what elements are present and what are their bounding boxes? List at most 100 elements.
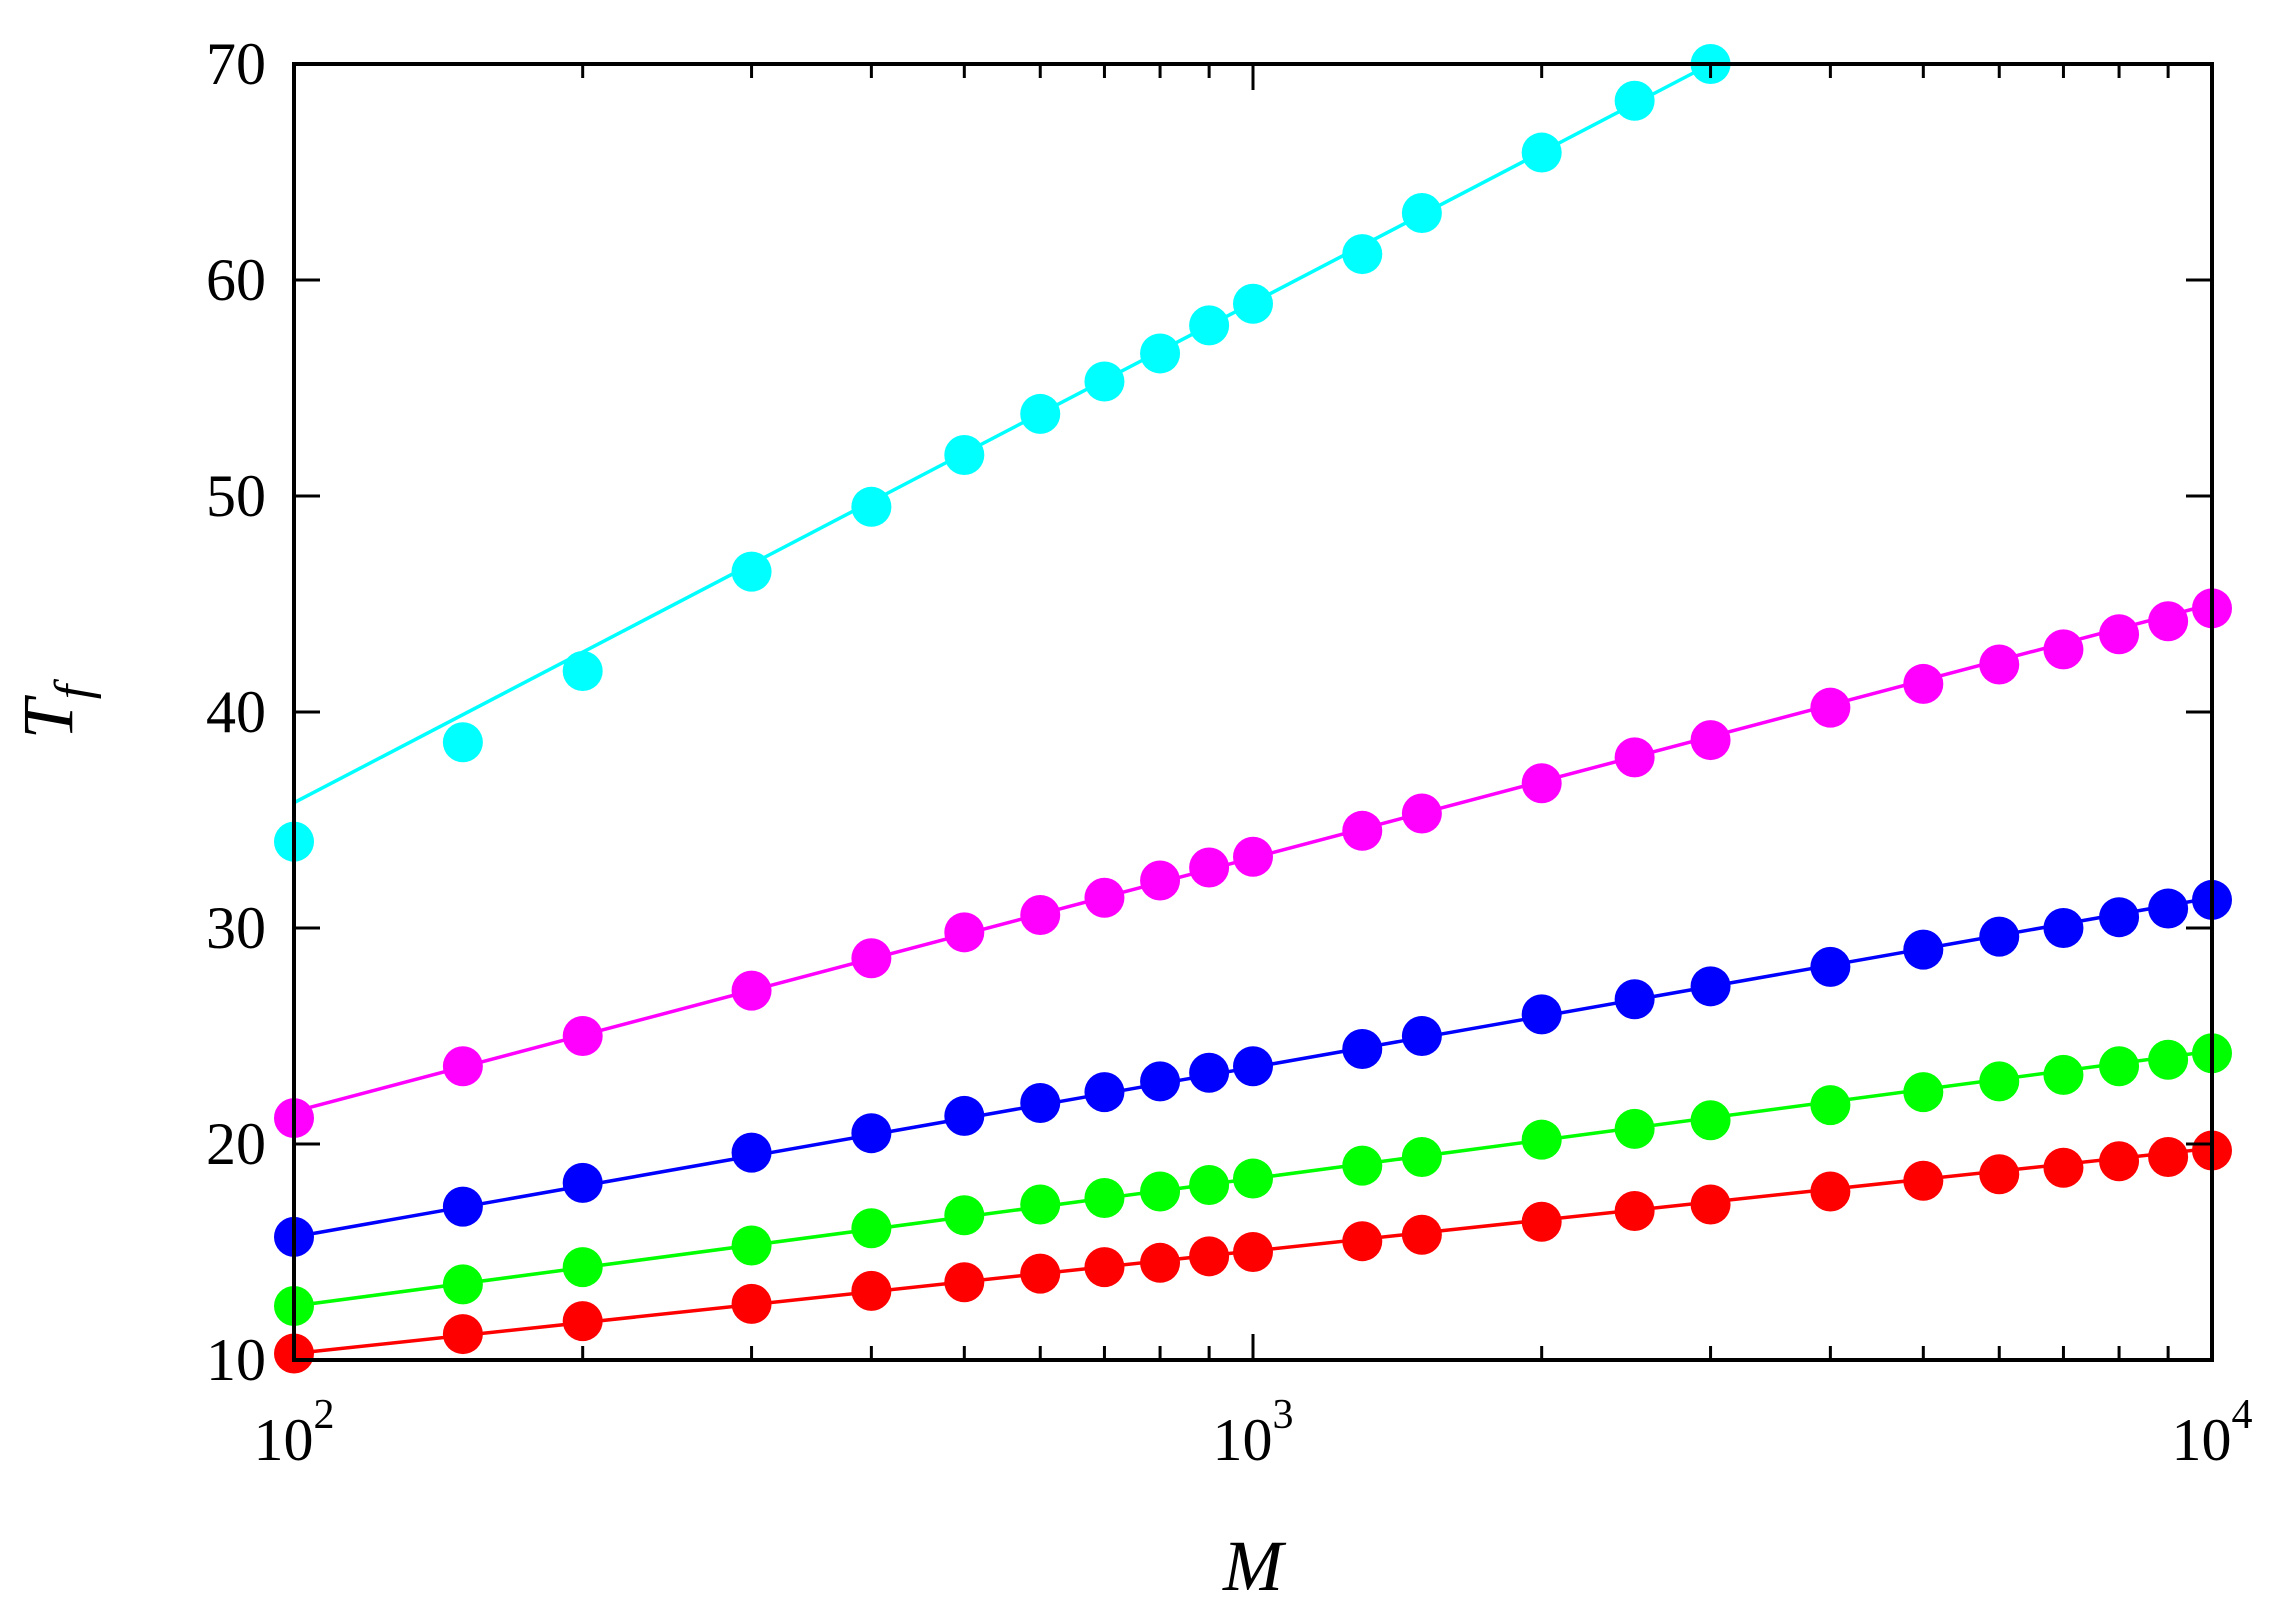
data-point-magenta	[1233, 836, 1273, 877]
data-point-blue	[1233, 1046, 1273, 1087]
data-point-red	[944, 1262, 985, 1303]
data-point-red	[1401, 1214, 1442, 1255]
data-point-blue	[442, 1186, 483, 1227]
data-point-red	[1614, 1190, 1655, 1231]
series-magenta	[274, 588, 2232, 1139]
data-point-blue	[1401, 1016, 1442, 1056]
x-axis-title: M	[1222, 1526, 1287, 1606]
data-point-red	[2043, 1147, 2084, 1188]
data-point-cyan	[1140, 333, 1181, 374]
data-point-magenta	[2099, 614, 2140, 655]
data-point-cyan	[1233, 283, 1273, 324]
data-point-blue	[1979, 916, 2020, 957]
data-point-green	[2099, 1046, 2140, 1087]
y-tick-label: 20	[206, 1111, 266, 1177]
series-layer	[274, 44, 2232, 1374]
data-point-magenta	[1084, 877, 1125, 918]
data-point-cyan	[1521, 132, 1562, 173]
data-point-green	[1342, 1145, 1383, 1186]
data-point-green	[944, 1195, 985, 1236]
data-point-cyan	[562, 650, 603, 691]
series-blue	[274, 879, 2232, 1257]
x-tick-label-exponent: 2	[314, 1392, 335, 1438]
data-point-green	[1401, 1136, 1442, 1177]
y-axis-title-main: T	[8, 694, 88, 739]
data-point-red	[851, 1270, 892, 1311]
data-point-blue	[2043, 908, 2084, 948]
x-tick-label: 104	[2172, 1392, 2253, 1473]
data-point-blue	[1084, 1072, 1125, 1113]
data-point-red	[731, 1283, 772, 1324]
data-point-red	[2148, 1136, 2189, 1177]
data-point-magenta	[2148, 601, 2189, 642]
data-point-blue	[1140, 1061, 1181, 1102]
data-point-red	[1084, 1247, 1125, 1288]
series-green	[274, 1033, 2232, 1326]
data-point-cyan	[1084, 361, 1125, 402]
data-point-cyan	[442, 722, 483, 763]
data-point-green	[2043, 1054, 2084, 1095]
data-point-red	[562, 1301, 603, 1342]
data-point-magenta	[442, 1046, 483, 1087]
data-point-blue	[944, 1095, 985, 1136]
data-point-green	[1614, 1108, 1655, 1149]
data-point-cyan	[1020, 393, 1061, 434]
data-point-magenta	[1521, 763, 1562, 804]
data-point-green	[1810, 1085, 1851, 1126]
data-point-blue	[2148, 888, 2189, 929]
data-point-red	[1140, 1242, 1181, 1283]
data-point-magenta	[1020, 895, 1061, 936]
data-point-red	[1342, 1221, 1383, 1262]
data-point-red	[1189, 1236, 1230, 1277]
data-point-magenta	[1903, 663, 1944, 704]
data-point-green	[1979, 1061, 2020, 1102]
data-point-red	[1810, 1171, 1851, 1212]
data-point-magenta	[1140, 860, 1181, 901]
data-point-cyan	[1401, 193, 1442, 234]
data-point-magenta	[1979, 644, 2020, 685]
data-point-blue	[731, 1132, 772, 1173]
x-tick-label-base: 10	[2172, 1407, 2232, 1473]
data-point-magenta	[1189, 847, 1230, 888]
y-tick-label: 60	[206, 247, 266, 313]
data-point-green	[442, 1264, 483, 1305]
data-point-red	[1521, 1201, 1562, 1242]
data-point-magenta	[731, 970, 772, 1011]
data-point-blue	[1690, 966, 1731, 1007]
data-point-green	[1903, 1072, 1944, 1113]
x-tick-label: 103	[1213, 1392, 1294, 1473]
x-tick-label-base: 10	[1213, 1407, 1273, 1473]
data-point-red	[442, 1314, 483, 1355]
data-point-blue	[1521, 994, 1562, 1035]
data-point-blue	[851, 1113, 892, 1154]
data-point-green	[2148, 1039, 2189, 1080]
data-point-magenta	[562, 1016, 603, 1056]
data-point-green	[731, 1225, 772, 1266]
x-tick-label-exponent: 3	[1273, 1392, 1294, 1438]
data-point-red	[1903, 1160, 1944, 1201]
data-point-red	[1979, 1154, 2020, 1195]
series-cyan	[274, 44, 1731, 862]
data-point-blue	[562, 1162, 603, 1203]
data-point-magenta	[1810, 687, 1851, 728]
data-point-green	[1690, 1100, 1731, 1141]
data-point-magenta	[944, 912, 985, 953]
data-point-blue	[1189, 1052, 1230, 1093]
y-tick-label: 70	[206, 31, 266, 97]
y-tick-label: 10	[206, 1327, 266, 1393]
data-point-green	[1084, 1178, 1125, 1218]
data-point-red	[1690, 1184, 1731, 1225]
data-point-cyan	[851, 486, 892, 527]
data-point-cyan	[1189, 305, 1230, 346]
data-point-green	[1020, 1184, 1061, 1225]
data-point-magenta	[2043, 629, 2084, 670]
data-point-cyan	[944, 434, 985, 475]
x-tick-label: 102	[254, 1392, 335, 1473]
y-tick-label: 40	[206, 679, 266, 745]
y-axis-title: Tf	[8, 678, 102, 739]
data-point-magenta	[851, 938, 892, 979]
data-point-magenta	[1342, 810, 1383, 851]
data-point-magenta	[1690, 720, 1731, 761]
data-point-blue	[1810, 946, 1851, 987]
